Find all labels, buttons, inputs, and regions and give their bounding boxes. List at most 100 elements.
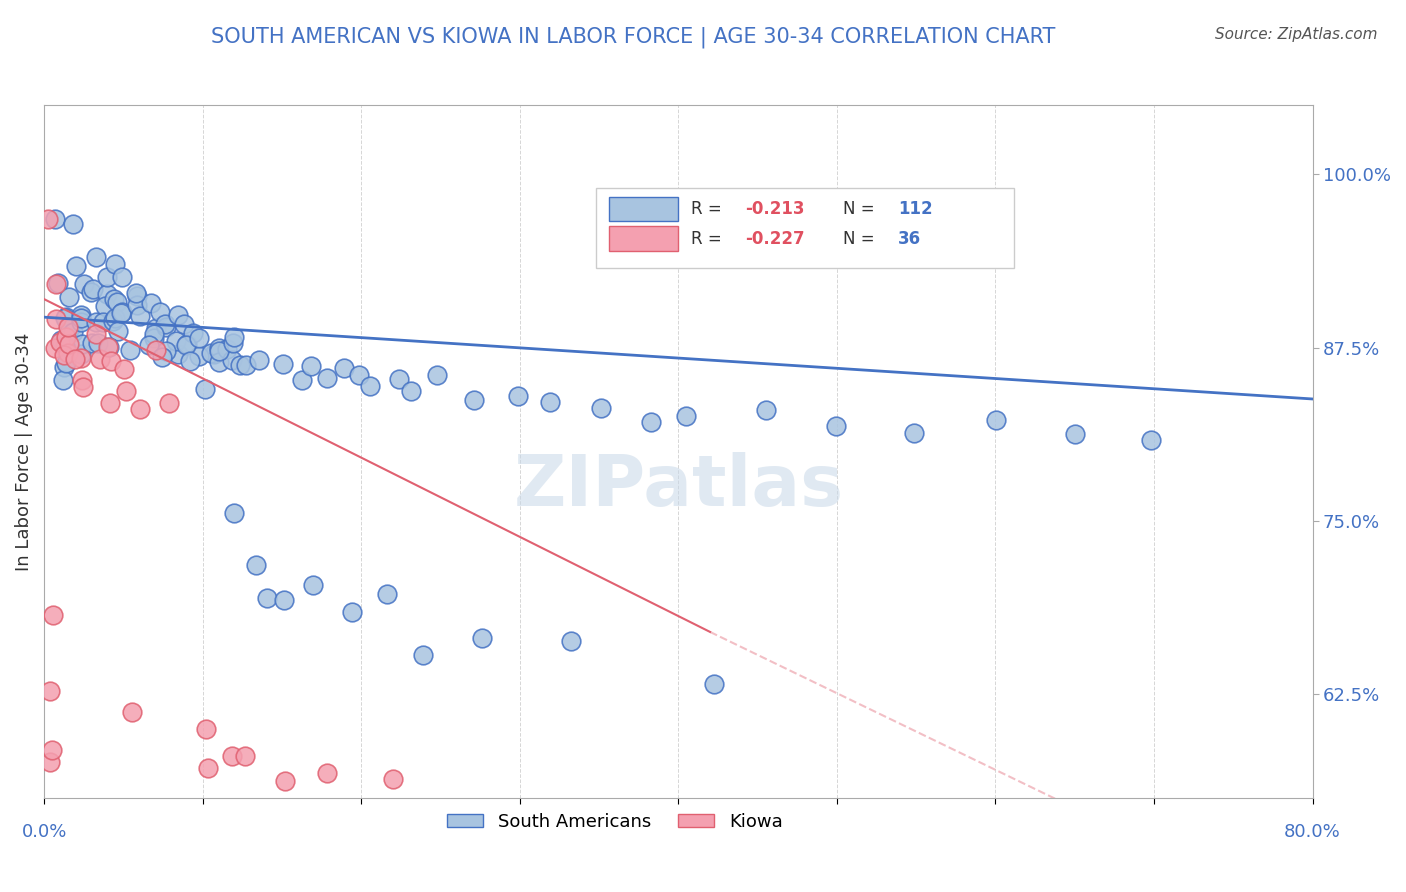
Text: 36: 36 <box>898 230 921 248</box>
Point <box>181 326 204 341</box>
Point <box>340 606 363 620</box>
Point <box>53 360 76 375</box>
Point <box>53 310 76 325</box>
Point <box>56 320 79 334</box>
Point <box>202 347 225 361</box>
Point <box>471 631 494 645</box>
Point <box>105 294 128 309</box>
Point <box>62 325 84 339</box>
Point <box>176 337 198 351</box>
Point <box>127 289 149 303</box>
Point <box>1139 433 1161 447</box>
Point <box>824 419 846 434</box>
Point <box>141 296 163 310</box>
Point <box>69 315 91 329</box>
Text: SOUTH AMERICAN VS KIOWA IN LABOR FORCE | AGE 30-34 CORRELATION CHART: SOUTH AMERICAN VS KIOWA IN LABOR FORCE |… <box>211 27 1054 48</box>
Point <box>302 578 325 592</box>
Point <box>149 305 172 319</box>
Point <box>42 608 65 623</box>
Y-axis label: In Labor Force | Age 30-34: In Labor Force | Age 30-34 <box>15 333 32 571</box>
Point <box>44 211 66 226</box>
Point <box>118 343 141 358</box>
Point <box>96 269 118 284</box>
Point <box>506 389 529 403</box>
Point <box>155 344 177 359</box>
Point <box>165 334 187 349</box>
Point <box>94 299 117 313</box>
Point <box>65 352 87 367</box>
Point <box>125 286 148 301</box>
Point <box>127 298 149 312</box>
Point <box>224 330 246 344</box>
Point <box>145 343 167 358</box>
Point <box>153 317 176 331</box>
Point <box>166 346 188 360</box>
Point <box>208 354 231 368</box>
Point <box>80 285 103 300</box>
Point <box>235 358 257 372</box>
Text: 112: 112 <box>898 200 932 218</box>
Point <box>221 749 243 764</box>
Legend: South Americans, Kiowa: South Americans, Kiowa <box>440 805 790 838</box>
Point <box>167 309 190 323</box>
Point <box>69 347 91 361</box>
Point <box>41 743 63 757</box>
Point <box>111 270 134 285</box>
Point <box>110 306 132 320</box>
Point <box>375 587 398 601</box>
Point <box>316 766 339 780</box>
Point <box>73 277 96 291</box>
Point <box>903 426 925 441</box>
Point <box>84 315 107 329</box>
Point <box>97 340 120 354</box>
Point <box>142 331 165 345</box>
Point <box>412 648 434 662</box>
Point <box>315 371 337 385</box>
Point <box>55 339 77 353</box>
Point <box>121 706 143 720</box>
Point <box>271 357 294 371</box>
Point <box>984 413 1007 427</box>
Point <box>100 354 122 368</box>
Point <box>1064 427 1087 442</box>
Point <box>84 250 107 264</box>
Point <box>70 310 93 325</box>
Point <box>291 373 314 387</box>
Point <box>256 591 278 606</box>
Point <box>104 257 127 271</box>
Point <box>194 382 217 396</box>
Point <box>274 773 297 788</box>
Point <box>299 359 322 373</box>
Point <box>52 348 75 362</box>
Point <box>463 392 485 407</box>
Point <box>222 335 245 350</box>
Point <box>107 324 129 338</box>
Point <box>197 761 219 775</box>
Point <box>195 722 218 736</box>
Point <box>114 384 136 399</box>
Point <box>62 217 84 231</box>
Point <box>58 290 80 304</box>
Point <box>174 338 197 352</box>
Point <box>138 338 160 352</box>
Point <box>426 368 449 382</box>
Point <box>208 343 231 358</box>
Point <box>55 343 77 358</box>
Point <box>70 351 93 365</box>
Point <box>37 211 59 226</box>
Point <box>129 309 152 323</box>
Point <box>101 314 124 328</box>
Point <box>80 335 103 350</box>
Point <box>215 342 238 356</box>
Point <box>84 326 107 341</box>
Point <box>103 292 125 306</box>
Point <box>233 748 256 763</box>
Point <box>96 286 118 301</box>
Point <box>755 402 778 417</box>
Text: -0.227: -0.227 <box>745 230 806 248</box>
Point <box>82 282 104 296</box>
Point <box>70 308 93 322</box>
Point <box>91 315 114 329</box>
FancyBboxPatch shape <box>609 227 678 251</box>
Point <box>55 330 77 344</box>
